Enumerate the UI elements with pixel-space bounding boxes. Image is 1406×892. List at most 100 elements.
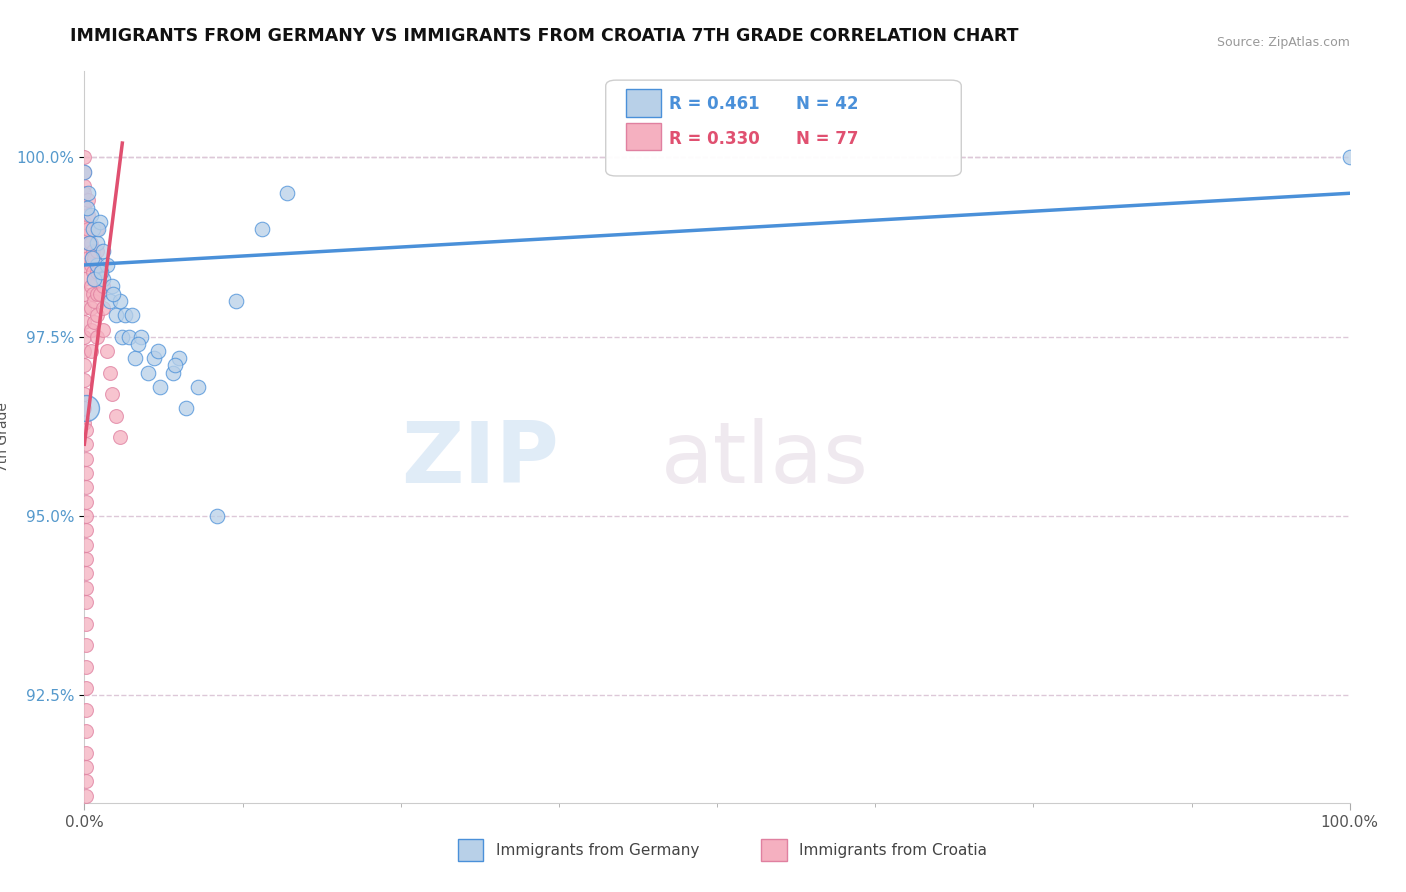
- Point: [129, 329, 153, 343]
- Point: [86, 329, 108, 343]
- Point: [75, 581, 97, 595]
- Point: [174, 401, 197, 416]
- Point: [79, 344, 103, 359]
- Point: [75, 638, 97, 652]
- Point: [276, 186, 298, 201]
- Text: IMMIGRANTS FROM GERMANY VS IMMIGRANTS FROM CROATIA 7TH GRADE CORRELATION CHART: IMMIGRANTS FROM GERMANY VS IMMIGRANTS FR…: [70, 27, 1019, 45]
- Point: [93, 279, 115, 293]
- Point: [73, 165, 96, 179]
- Point: [77, 186, 100, 201]
- Point: [79, 301, 103, 315]
- Point: [146, 344, 169, 359]
- Point: [73, 229, 96, 244]
- Point: [124, 351, 146, 366]
- Point: [86, 286, 108, 301]
- Bar: [458, 839, 484, 862]
- Point: [98, 293, 121, 308]
- Point: [75, 789, 97, 803]
- Point: [75, 451, 97, 466]
- Point: [86, 258, 108, 272]
- Point: [101, 279, 124, 293]
- Point: [162, 366, 184, 380]
- Point: [83, 293, 105, 308]
- Point: [79, 236, 101, 251]
- Point: [77, 208, 100, 222]
- Point: [73, 387, 96, 401]
- Point: [96, 344, 118, 359]
- Point: [93, 322, 115, 336]
- Point: [73, 186, 96, 201]
- Point: [75, 760, 97, 774]
- Point: [75, 494, 97, 508]
- Point: [108, 293, 131, 308]
- Text: ZIP: ZIP: [401, 417, 560, 500]
- Point: [225, 293, 247, 308]
- Point: [111, 329, 134, 343]
- Point: [86, 244, 108, 258]
- Point: [108, 430, 131, 444]
- Point: [90, 265, 112, 279]
- Point: [207, 508, 229, 523]
- Point: [83, 315, 105, 329]
- Text: Source: ZipAtlas.com: Source: ZipAtlas.com: [1216, 36, 1350, 49]
- Point: [250, 222, 273, 236]
- Point: [83, 272, 105, 286]
- Point: [118, 329, 141, 343]
- Point: [79, 322, 103, 336]
- Point: [73, 150, 96, 164]
- Point: [89, 215, 111, 229]
- Point: [73, 258, 96, 272]
- Point: [73, 165, 96, 179]
- Point: [79, 208, 103, 222]
- Point: [75, 508, 97, 523]
- Point: [105, 409, 127, 423]
- Point: [75, 616, 97, 631]
- Point: [105, 308, 127, 322]
- Point: [73, 201, 96, 215]
- Point: [76, 201, 98, 215]
- Point: [93, 301, 115, 315]
- Text: Immigrants from Germany: Immigrants from Germany: [496, 843, 699, 858]
- Point: [79, 236, 103, 251]
- Point: [79, 258, 103, 272]
- FancyBboxPatch shape: [606, 80, 962, 176]
- Point: [82, 244, 104, 258]
- Point: [86, 236, 108, 251]
- Point: [121, 308, 143, 322]
- Point: [86, 222, 108, 236]
- Point: [83, 251, 105, 265]
- Point: [75, 566, 97, 581]
- Point: [93, 272, 115, 286]
- Point: [75, 681, 97, 695]
- Point: [73, 244, 96, 258]
- Point: [89, 286, 111, 301]
- Point: [75, 702, 97, 716]
- Point: [73, 215, 96, 229]
- Point: [77, 222, 100, 236]
- Point: [1339, 150, 1361, 164]
- Text: R = 0.461: R = 0.461: [669, 95, 759, 113]
- Point: [77, 194, 100, 208]
- Point: [73, 373, 96, 387]
- Point: [73, 344, 96, 359]
- Point: [83, 272, 105, 286]
- Point: [169, 351, 191, 366]
- Point: [86, 308, 108, 322]
- Point: [75, 724, 97, 739]
- Point: [75, 774, 97, 789]
- Point: [75, 480, 97, 494]
- Point: [73, 315, 96, 329]
- Point: [101, 387, 124, 401]
- Point: [136, 366, 159, 380]
- Text: N = 77: N = 77: [796, 129, 858, 148]
- Point: [75, 437, 97, 451]
- Point: [82, 265, 104, 279]
- Text: N = 42: N = 42: [796, 95, 858, 113]
- Text: atlas: atlas: [661, 417, 869, 500]
- Y-axis label: 7th Grade: 7th Grade: [0, 402, 10, 472]
- Point: [77, 236, 100, 251]
- Point: [73, 329, 96, 343]
- Point: [143, 351, 166, 366]
- Point: [93, 244, 115, 258]
- Text: Immigrants from Croatia: Immigrants from Croatia: [799, 843, 987, 858]
